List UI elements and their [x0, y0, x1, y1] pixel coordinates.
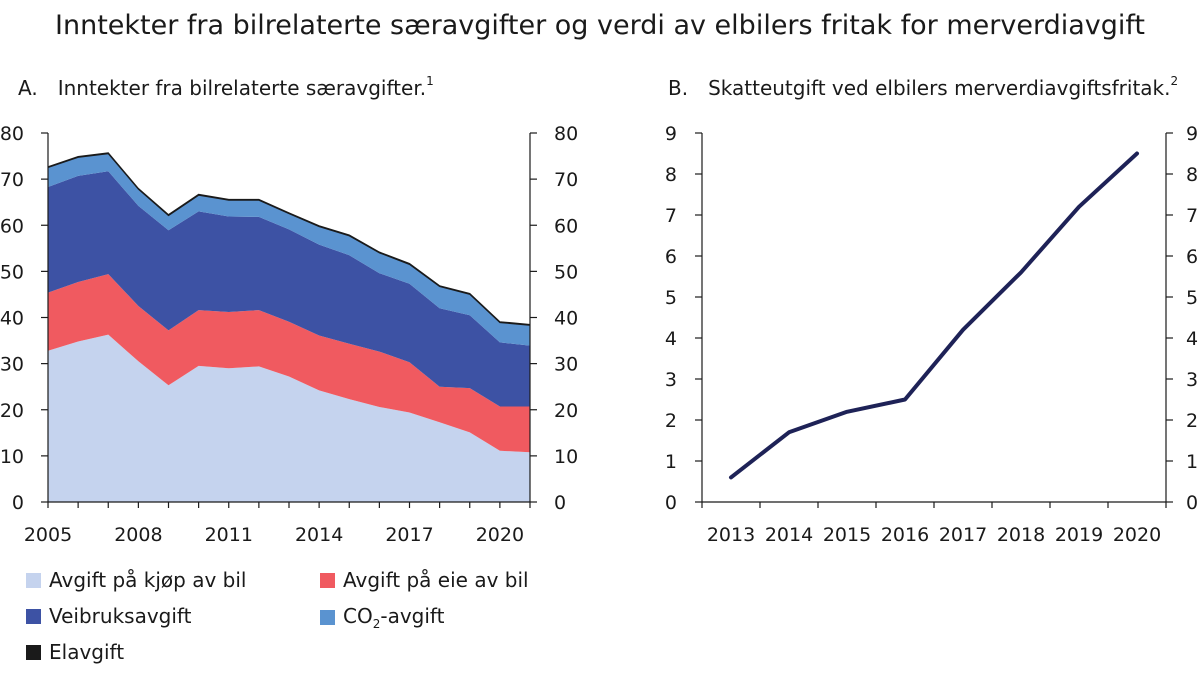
y-tick-label-right-a: 60 [554, 215, 578, 237]
y-tick-label-right-b: 1 [1186, 451, 1198, 473]
y-tick-label-right-b: 2 [1186, 410, 1198, 432]
y-tick-label-right-a: 30 [554, 354, 578, 376]
x-tick-label-a: 2005 [24, 524, 72, 546]
y-tick-label-left-b: 5 [665, 287, 677, 309]
x-tick-label-b: 2017 [939, 524, 987, 546]
y-tick-label-left-b: 8 [665, 164, 677, 186]
y-tick-label-right-b: 8 [1186, 164, 1198, 186]
chart-title: Inntekter fra bilrelaterte særavgifter o… [55, 10, 1145, 41]
x-tick-label-a: 2011 [205, 524, 253, 546]
legend-item-eie: Avgift på eie av bil [320, 568, 529, 592]
x-tick-label-b: 2019 [1055, 524, 1103, 546]
y-tick-label-right-a: 10 [554, 446, 578, 468]
legend-item-vei: Veibruksavgift [26, 604, 191, 628]
y-tick-label-left-b: 2 [665, 410, 677, 432]
y-tick-label-left-a: 20 [0, 400, 24, 422]
y-tick-label-right-a: 50 [554, 261, 578, 283]
x-tick-label-b: 2020 [1113, 524, 1161, 546]
legend-label-eie: Avgift på eie av bil [343, 568, 529, 592]
y-tick-label-left-a: 50 [0, 261, 24, 283]
legend-swatch-kjop [26, 572, 41, 588]
area-eie [48, 274, 530, 453]
x-tick-label-a: 2014 [295, 524, 343, 546]
x-tick-label-b: 2016 [881, 524, 929, 546]
panel-b-footnote: 2 [1170, 74, 1179, 89]
legend-swatch-eie [320, 572, 335, 588]
legend-item-kjop: Avgift på kjøp av bil [26, 568, 246, 592]
panel-b-title-text: Skatteutgift ved elbilers merverdiavgift… [708, 76, 1171, 100]
area-vei [48, 171, 530, 407]
y-tick-label-left-a: 80 [0, 123, 24, 145]
x-tick-label-a: 2020 [476, 524, 524, 546]
y-tick-label-right-b: 7 [1186, 205, 1198, 227]
y-tick-label-right-a: 40 [554, 308, 578, 330]
y-tick-label-right-a: 80 [554, 123, 578, 145]
x-tick-label-a: 2008 [114, 524, 162, 546]
legend-label-vei: Veibruksavgift [49, 604, 192, 628]
y-tick-label-left-b: 3 [665, 369, 677, 391]
x-tick-label-b: 2014 [765, 524, 813, 546]
y-tick-label-left-b: 9 [665, 123, 677, 145]
legend-swatch-co2 [320, 610, 335, 625]
y-tick-label-left-a: 40 [0, 308, 24, 330]
y-tick-label-left-b: 6 [665, 246, 677, 268]
y-tick-label-left-a: 10 [0, 446, 24, 468]
y-tick-label-right-b: 0 [1186, 492, 1198, 514]
y-tick-label-right-a: 20 [554, 400, 578, 422]
panel-a-title-text: Inntekter fra bilrelaterte særavgifter. [57, 76, 427, 100]
y-tick-label-left-a: 0 [12, 492, 24, 514]
panel-a-footnote: 1 [426, 74, 434, 89]
legend-item-el: Elavgift [26, 640, 124, 664]
y-tick-label-right-b: 6 [1186, 246, 1198, 268]
panel-a-letter: A. [18, 76, 38, 100]
legend-label-el: Elavgift [49, 640, 125, 664]
y-tick-label-left-a: 70 [0, 169, 24, 191]
y-tick-label-right-a: 70 [554, 169, 578, 191]
legend-label-co2-suffix: -avgift [380, 604, 445, 628]
y-tick-label-right-a: 0 [554, 492, 566, 514]
panel-b-title: B. Skatteutgift ved elbilers merverdiavgi… [668, 74, 1179, 100]
chart-b: 0 0 1 1 2 2 3 3 4 4 5 5 6 6 7 7 8 8 9 9 2013 2014 2015 2016 2017… [665, 123, 1198, 546]
y-tick-label-left-a: 30 [0, 354, 24, 376]
y-tick-label-left-b: 4 [665, 328, 677, 350]
y-tick-label-left-b: 7 [665, 205, 677, 227]
legend-label-kjop: Avgift på kjøp av bil [49, 568, 247, 592]
y-tick-label-right-b: 9 [1186, 123, 1198, 145]
y-tick-label-right-b: 3 [1186, 369, 1198, 391]
line-skatteutgift [729, 151, 1139, 480]
y-tick-label-left-b: 0 [665, 492, 677, 514]
y-tick-label-right-b: 4 [1186, 328, 1198, 350]
legend-item-co2: CO2-avgift [320, 604, 444, 631]
panel-b-letter: B. [668, 76, 689, 100]
panel-a-title: A. Inntekter fra bilrelaterte særavgifter… [18, 74, 434, 100]
x-tick-label-b: 2018 [997, 524, 1045, 546]
x-tick-label-a: 2017 [385, 524, 433, 546]
legend-label-co2-prefix: CO [343, 604, 373, 628]
area-co2 [48, 153, 530, 346]
y-tick-label-right-b: 5 [1186, 287, 1198, 309]
y-tick-label-left-b: 1 [665, 451, 677, 473]
legend: Avgift på kjøp av bil Avgift på eie av b… [26, 568, 566, 678]
y-tick-label-left-a: 60 [0, 215, 24, 237]
legend-swatch-el [26, 644, 41, 660]
x-tick-label-b: 2013 [707, 524, 755, 546]
legend-label-co2-sub: 2 [372, 617, 381, 631]
legend-label-co2: CO2-avgift [343, 604, 444, 631]
area-kjop [48, 334, 530, 502]
legend-swatch-vei [26, 608, 41, 624]
x-tick-label-b: 2015 [823, 524, 871, 546]
